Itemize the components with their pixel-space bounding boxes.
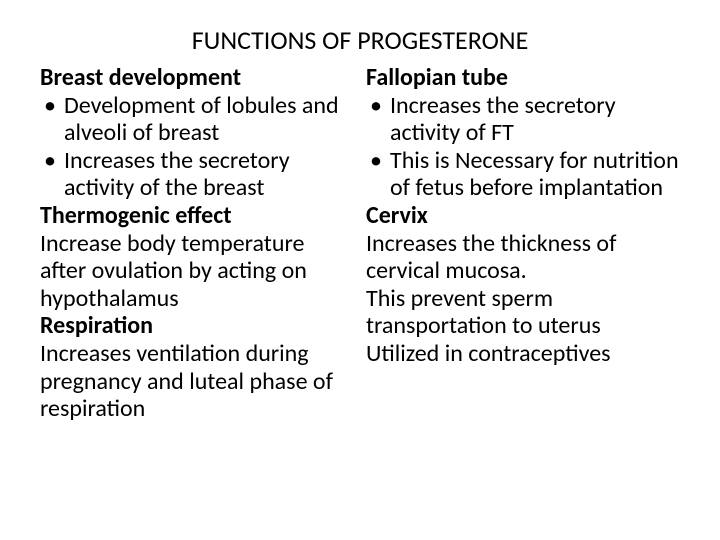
content-columns: Breast development Development of lobule… — [40, 64, 680, 423]
right-bullets-fallopian: Increases the secretory activity of FT T… — [366, 92, 680, 202]
bullet-item: This is Necessary for nutrition of fetus… — [366, 147, 680, 202]
left-column: Breast development Development of lobule… — [40, 64, 354, 423]
bullet-item: Development of lobules and alveoli of br… — [40, 92, 354, 147]
left-heading-resp: Respiration — [40, 312, 354, 340]
left-bullets-breast: Development of lobules and alveoli of br… — [40, 92, 354, 202]
bullet-item: Increases the secretory activity of the … — [40, 147, 354, 202]
left-heading-breast: Breast development — [40, 64, 354, 92]
right-para-cervix2: This prevent sperm transportation to ute… — [366, 285, 680, 340]
slide-title: FUNCTIONS OF PROGESTERONE — [40, 24, 680, 56]
right-heading-cervix: Cervix — [366, 202, 680, 230]
left-heading-thermo: Thermogenic effect — [40, 202, 354, 230]
right-para-cervix1: Increases the thickness of cervical muco… — [366, 230, 680, 285]
left-para-thermo: Increase body temperature after ovulatio… — [40, 230, 354, 313]
left-para-resp: Increases ventilation during pregnancy a… — [40, 340, 354, 423]
right-para-cervix3: Utilized in contraceptives — [366, 340, 680, 368]
right-column: Fallopian tube Increases the secretory a… — [366, 64, 680, 423]
bullet-item: Increases the secretory activity of FT — [366, 92, 680, 147]
right-heading-fallopian: Fallopian tube — [366, 64, 680, 92]
